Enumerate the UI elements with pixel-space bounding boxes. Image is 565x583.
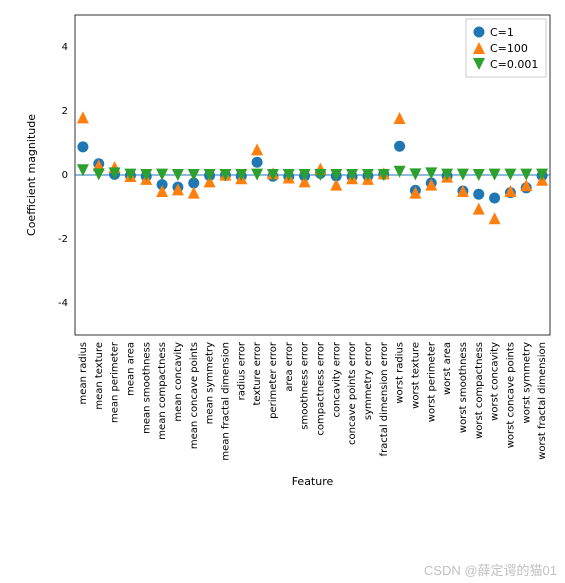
marker-circle [474, 27, 485, 38]
x-tick-label: worst fractal dimension [537, 342, 548, 460]
marker-circle [473, 189, 484, 200]
x-tick-label: mean perimeter [110, 341, 121, 423]
x-tick-label: area error [284, 341, 295, 392]
x-tick-label: worst concavity [490, 342, 501, 421]
x-tick-label: mean radius [78, 342, 89, 404]
x-tick-label: worst area [442, 342, 453, 395]
x-tick-label: worst compactness [474, 342, 485, 439]
legend: C=1 C=100 C=0.001 [466, 19, 546, 77]
x-tick-label: mean area [125, 342, 136, 396]
y-tick-label: 0 [62, 170, 68, 181]
x-tick-label: symmetry error [363, 341, 374, 420]
chart-root: -4 -2 0 2 4 mean radius mean texture mean perim… [0, 0, 565, 583]
x-tick-label: mean symmetry [205, 342, 216, 424]
x-tick-label: texture error [252, 341, 263, 405]
legend-label: C=100 [490, 42, 528, 55]
marker-circle [252, 157, 263, 168]
x-axis-label: Feature [292, 475, 334, 488]
chart-svg: -4 -2 0 2 4 mean radius mean texture mean perim… [0, 0, 565, 583]
x-tick-label: concavity error [331, 341, 342, 417]
x-tick-label: mean concave points [189, 342, 200, 449]
y-tick-label: 2 [62, 106, 68, 117]
x-tick-label: worst perimeter [426, 341, 437, 422]
x-tick-label: mean smoothness [141, 342, 152, 434]
x-tick-label: worst concave points [505, 342, 516, 448]
x-tick-label: mean compactness [157, 342, 168, 440]
x-tick-label: smoothness error [300, 341, 311, 430]
y-tick-label: 4 [62, 42, 68, 53]
legend-label: C=0.001 [490, 58, 538, 71]
x-tick-label: worst radius [395, 342, 406, 404]
marker-circle [394, 141, 405, 152]
x-tick-label: concave points error [347, 341, 358, 445]
y-tick-label: -2 [58, 234, 68, 245]
x-tick-label: perimeter error [268, 341, 279, 419]
marker-circle [77, 141, 88, 152]
legend-label: C=1 [490, 26, 514, 39]
y-axis-label: Coefficient magnitude [25, 114, 38, 236]
x-tick-label: radius error [236, 341, 247, 400]
y-tick-label: -4 [58, 298, 68, 309]
x-tick-label: fractal dimension error [379, 341, 390, 456]
x-tick-label: compactness error [315, 341, 326, 435]
x-tick-label: worst texture [410, 342, 421, 409]
x-tick-label: worst symmetry [521, 342, 532, 424]
x-tick-label: mean fractal dimension [220, 342, 231, 461]
plot-background [0, 0, 565, 583]
x-tick-label: worst smoothness [458, 342, 469, 433]
x-tick-label: mean concavity [173, 342, 184, 422]
marker-circle [489, 193, 500, 204]
x-tick-label: mean texture [94, 342, 105, 410]
